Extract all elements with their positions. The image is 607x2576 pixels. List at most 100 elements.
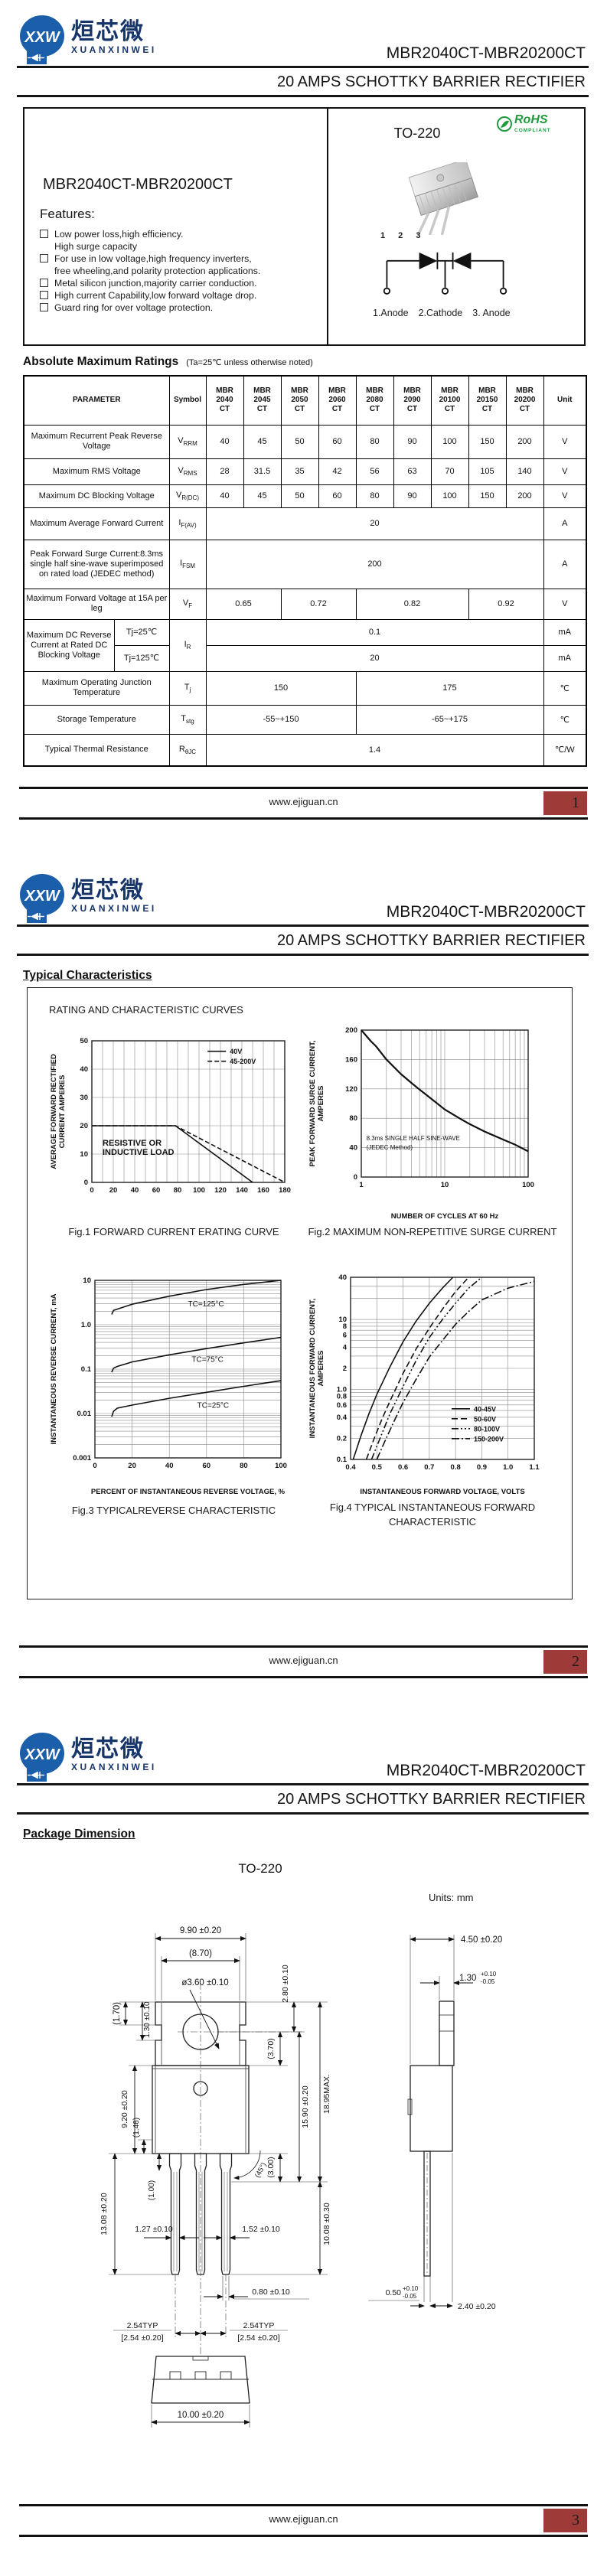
svg-text:PEAK FORWARD SURGE CURRENT,: PEAK FORWARD SURGE CURRENT,: [308, 1040, 317, 1166]
table-row: Tj=125℃ 20 mA: [24, 644, 587, 672]
dim-lead-full: 13.08 ±0.20: [100, 2193, 109, 2235]
svg-text:0.5: 0.5: [372, 1463, 383, 1472]
page-3: XXW 烜芯微 XUANXINWEI MBR2040CT-MBR20200CT …: [0, 1717, 607, 2576]
fig3-chart: 0 20 40 60 80 100 0.001 0.01 0.1 1.0 10 PERCENT OF …: [50, 1277, 287, 1496]
svg-text:0: 0: [90, 1186, 93, 1195]
svg-text:0.8: 0.8: [337, 1392, 347, 1400]
website-url: www.ejiguan.cn: [269, 1655, 338, 1666]
dim-pitch-typ: 2.54TYP: [243, 2321, 275, 2330]
svg-text:INSTANTANEOUS FORWARD VOLTAGE,: INSTANTANEOUS FORWARD VOLTAGE, VOLTS: [360, 1488, 524, 1496]
symbol-cell: Tstg: [168, 704, 207, 735]
svg-text:0: 0: [84, 1179, 88, 1187]
svg-text:120: 120: [345, 1085, 357, 1094]
logo-chinese-name: 烜芯微: [71, 19, 145, 44]
dim-pitch-tol: [2.54 ±0.20]: [237, 2333, 279, 2343]
svg-text:(JEDEC Method): (JEDEC Method): [367, 1144, 413, 1151]
logo-abbr: XXW: [24, 29, 61, 46]
col-device: MBR 2040 CT: [205, 375, 244, 426]
svg-text:PERCENT OF INSTANTANEOUS REVER: PERCENT OF INSTANTANEOUS REVERSE VOLTAGE…: [91, 1488, 286, 1496]
svg-text:AMPERES: AMPERES: [317, 1086, 325, 1122]
condition-cell: Tj=25℃: [113, 618, 170, 646]
svg-text:180: 180: [279, 1186, 291, 1195]
svg-text:20: 20: [128, 1462, 136, 1470]
svg-text:TC=25°C: TC=25°C: [197, 1401, 230, 1410]
table-row: Maximum DC Reverse Current at Rated DC B…: [23, 618, 587, 672]
symbol-cell: IF(AV): [168, 507, 207, 540]
package-type-label: TO-220: [238, 1861, 282, 1876]
svg-text:XXW: XXW: [24, 888, 61, 905]
table-row: Maximum Average Forward Current IF(AV) 2…: [23, 507, 587, 540]
svg-text:40-45V: 40-45V: [474, 1405, 496, 1413]
svg-text:10: 10: [83, 1277, 91, 1285]
svg-text:0: 0: [93, 1462, 96, 1470]
table-row: Typical Thermal Resistance RθJC 1.4 ℃/W: [23, 733, 587, 767]
absolute-maximum-ratings-table: PARAMETER Symbol MBR 2040 CT MBR 2045 CT…: [23, 375, 587, 767]
dim-hole-to-body: (3.70): [266, 2038, 276, 2059]
rohs-compliant-label: COMPLIANT: [514, 128, 551, 133]
svg-text:INDUCTIVE LOAD: INDUCTIVE LOAD: [103, 1148, 175, 1157]
svg-text:0.2: 0.2: [337, 1434, 347, 1443]
curves-box-heading: RATING AND CHARACTERISTIC CURVES: [49, 1004, 243, 1016]
fig1-chart: 0 20 40 60 80 100 120 140 160 180 0 10 20 30 40 50 AVERA…: [50, 1037, 291, 1195]
svg-text:0.4: 0.4: [337, 1414, 348, 1422]
svg-text:120: 120: [214, 1186, 227, 1195]
logo-mark-icon: XXW: [20, 1733, 64, 1782]
company-logo: XXW 烜芯微 XUANXINWEI: [19, 1725, 218, 1785]
dim-lead-thick: 0.50: [386, 2288, 402, 2297]
fig1-title: Fig.1 FORWARD CURRENT ERATING CURVE: [68, 1226, 279, 1237]
page-number-badge: 3: [543, 2509, 587, 2532]
svg-text:45-200V: 45-200V: [230, 1058, 256, 1065]
section-heading: Package Dimension: [23, 1828, 135, 1841]
ratings-condition: (Ta=25℃ unless otherwise noted): [186, 358, 313, 367]
table-row: Maximum Forward Voltage at 15A per leg V…: [23, 588, 587, 620]
svg-text:200: 200: [345, 1026, 357, 1035]
svg-text:0.1: 0.1: [81, 1365, 92, 1374]
feature-item: Metal silicon junction,majority carrier …: [40, 277, 315, 289]
svg-text:4: 4: [343, 1343, 348, 1352]
svg-text:NUMBER OF CYCLES AT 60 Hz: NUMBER OF CYCLES AT 60 Hz: [391, 1212, 499, 1221]
svg-text:8.3ms SINGLE HALF SINE-WAVE: 8.3ms SINGLE HALF SINE-WAVE: [367, 1135, 460, 1142]
checkbox-icon: [40, 279, 48, 287]
features-package-box: MBR2040CT-MBR20200CT Features: Low power…: [23, 107, 586, 346]
dual-diode-schematic: [383, 252, 507, 295]
col-device: MBR 2090 CT: [393, 375, 432, 426]
checkbox-icon: [40, 291, 48, 299]
section-heading: Typical Characteristics: [23, 969, 152, 982]
svg-text:1.0: 1.0: [503, 1463, 513, 1472]
svg-text:50-60V: 50-60V: [474, 1415, 496, 1423]
feature-item-cont: High surge capacity: [54, 241, 137, 252]
dim-shoulder: (3.00): [266, 2157, 276, 2177]
condition-cell: Tj=125℃: [113, 644, 170, 672]
svg-text:-0.05: -0.05: [403, 2293, 417, 2300]
col-symbol: Symbol: [168, 375, 207, 426]
dim-bottom-width: 10.00 ±0.20: [178, 2411, 224, 2420]
product-title: MBR2040CT-MBR20200CT: [43, 176, 233, 193]
package-type-label: TO-220: [393, 126, 441, 141]
table-header-row: PARAMETER Symbol MBR 2040 CT MBR 2045 CT…: [23, 375, 587, 426]
website-url: www.ejiguan.cn: [269, 796, 338, 807]
page-1: XXW 烜芯微 XUANXINWEI MBR2040CT-MBR20200CT …: [0, 0, 607, 859]
svg-text:XXW: XXW: [24, 1746, 61, 1763]
package-photo: [408, 162, 479, 235]
logo-chinese-name: 烜芯微: [71, 1736, 145, 1762]
fig4-title: Fig.4 TYPICAL INSTANTANEOUS FORWARD CHAR…: [329, 1502, 536, 1528]
svg-text:AMPERES: AMPERES: [317, 1351, 325, 1387]
pin-legend-cathode: 2.Cathode: [418, 308, 463, 318]
svg-text:RESISTIVE OR: RESISTIVE OR: [103, 1139, 162, 1148]
svg-text:+0.10: +0.10: [403, 2285, 419, 2292]
features-list: Low power loss,high efficiency. High sur…: [40, 228, 315, 314]
svg-text:100: 100: [522, 1181, 534, 1189]
svg-text:-0.05: -0.05: [481, 1978, 495, 1985]
website-url: www.ejiguan.cn: [269, 2513, 338, 2525]
svg-text:1.1: 1.1: [529, 1463, 540, 1472]
pin-legend: 1.Anode 2.Cathode 3. Anode: [373, 308, 579, 318]
document-subtitle: 20 AMPS SCHOTTKY BARRIER RECTIFIER: [276, 1791, 586, 1808]
logo-english-name: XUANXINWEI: [71, 903, 157, 914]
header-rule: [17, 66, 589, 68]
svg-text:0.4: 0.4: [345, 1463, 356, 1472]
svg-text:0.6: 0.6: [337, 1401, 347, 1410]
dim-lead-w2: 1.52 ±0.10: [242, 2225, 280, 2234]
col-device: MBR 20100 CT: [430, 375, 469, 426]
svg-text:80: 80: [174, 1186, 182, 1195]
